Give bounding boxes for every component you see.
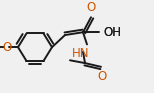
Text: O: O (86, 1, 96, 15)
Text: OH: OH (103, 26, 121, 39)
Text: O: O (97, 70, 107, 83)
Text: OH: OH (103, 26, 121, 39)
Text: HN: HN (72, 47, 90, 60)
Text: O: O (2, 41, 12, 54)
